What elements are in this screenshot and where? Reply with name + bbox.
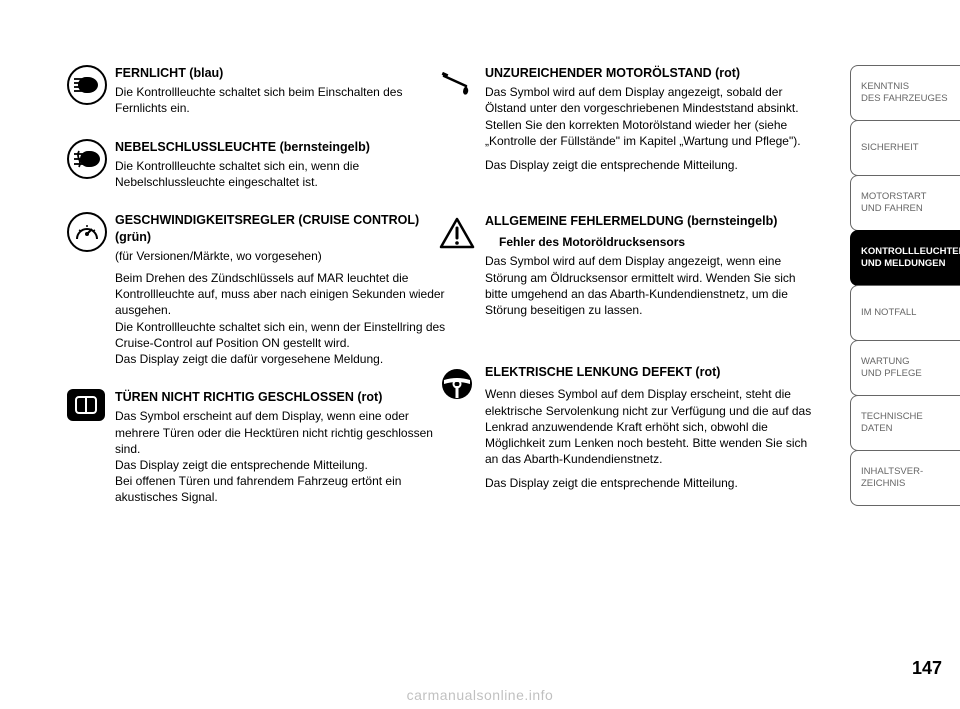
sidebar-tab[interactable]: TECHNISCHEDATEN [850,395,960,451]
heading: NEBELSCHLUSSLEUCHTE (bernsteingelb) [115,139,450,155]
heading: TÜREN NICHT RICHTIG GESCHLOSSEN (rot) [115,389,450,405]
door-open-icon [67,389,105,421]
body-text: Die Kontrollleuchte schaltet sich ein, w… [115,158,450,190]
tab-label-line2: DATEN [861,423,954,435]
sidebar-tab[interactable]: INHALTSVER-ZEICHNIS [850,450,960,506]
section-rear-fog: NEBELSCHLUSSLEUCHTE (bernsteingelb) Die … [115,139,450,191]
body-text: Wenn dieses Symbol auf dem Display ersch… [485,386,820,467]
heading: UNZUREICHENDER MOTORÖLSTAND (rot) [485,65,820,81]
tab-label-line1: KONTROLLLEUCHTEN [861,246,954,258]
sidebar-tab[interactable]: KONTROLLLEUCHTENUND MELDUNGEN [850,230,960,286]
manual-page: FERNLICHT (blau) Die Kontrollleuchte sch… [0,0,960,709]
tab-label-line2: UND MELDUNGEN [861,258,954,270]
watermark: carmanualsonline.info [407,687,554,703]
sidebar-tab[interactable]: WARTUNGUND PFLEGE [850,340,960,396]
steering-wheel-icon [437,364,477,404]
sidebar-tab[interactable]: MOTORSTARTUND FAHREN [850,175,960,231]
heading: GESCHWINDIGKEITSREGLER (CRUISE CONTROL)(… [115,212,450,245]
section-power-steering: ELEKTRISCHE LENKUNG DEFEKT (rot) Wenn di… [485,364,820,491]
warning-triangle-icon [437,213,477,253]
tab-label-line2: UND PFLEGE [861,368,954,380]
section-cruise-control: GESCHWINDIGKEITSREGLER (CRUISE CONTROL)(… [115,212,450,367]
sidebar-tab[interactable]: SICHERHEIT [850,120,960,176]
heading: ELEKTRISCHE LENKUNG DEFEKT (rot) [485,364,820,380]
subheading: Fehler des Motoröldrucksensors [499,235,820,249]
sidebar-tabs: KENNTNISDES FAHRZEUGES SICHERHEIT MOTORSTA… [850,0,960,709]
tab-label-line1: WARTUNG [861,356,954,368]
tab-label-line1: TECHNISCHE [861,411,954,423]
subtitle: (für Versionen/Märkte, wo vorgesehen) [115,248,450,264]
tab-label-line1: KENNTNIS [861,81,954,93]
high-beam-icon [67,65,107,105]
tab-label-line1: IM NOTFALL [861,307,954,319]
body-text-2: Das Display zeigt die entsprechende Mitt… [485,475,820,491]
section-door-open: TÜREN NICHT RICHTIG GESCHLOSSEN (rot) Da… [115,389,450,505]
tab-label-line1: MOTORSTART [861,191,954,203]
page-number: 147 [912,658,942,679]
section-high-beam: FERNLICHT (blau) Die Kontrollleuchte sch… [115,65,450,117]
cruise-control-icon [67,212,107,252]
heading: FERNLICHT (blau) [115,65,450,81]
rear-fog-icon [67,139,107,179]
sidebar-tab[interactable]: IM NOTFALL [850,285,960,341]
body-text: Die Kontrollleuchte schaltet sich beim E… [115,84,450,116]
sidebar-tab[interactable]: KENNTNISDES FAHRZEUGES [850,65,960,121]
body-text: Das Symbol erscheint auf dem Display, we… [115,408,450,505]
right-column: UNZUREICHENDER MOTORÖLSTAND (rot) Das Sy… [485,65,820,689]
tab-label-line2: UND FAHREN [861,203,954,215]
section-oil-level: UNZUREICHENDER MOTORÖLSTAND (rot) Das Sy… [485,65,820,173]
tab-label-line2: ZEICHNIS [861,478,954,490]
body-text: Beim Drehen des Zündschlüssels auf MAR l… [115,270,450,367]
body-text-2: Das Display zeigt die entsprechende Mitt… [485,157,820,173]
section-general-warning: ALLGEMEINE FEHLERMELDUNG (bernsteingelb)… [485,213,820,318]
tab-label-line1: INHALTSVER- [861,466,954,478]
heading: ALLGEMEINE FEHLERMELDUNG (bernsteingelb) [485,213,820,229]
tab-label-line2: DES FAHRZEUGES [861,93,954,105]
body-text: Das Symbol wird auf dem Display angezeig… [485,84,820,149]
tab-label-line1: SICHERHEIT [861,142,954,154]
oil-level-icon [437,65,477,105]
left-column: FERNLICHT (blau) Die Kontrollleuchte sch… [115,65,450,689]
content-area: FERNLICHT (blau) Die Kontrollleuchte sch… [0,0,850,709]
body-text: Das Symbol wird auf dem Display angezeig… [485,253,820,318]
